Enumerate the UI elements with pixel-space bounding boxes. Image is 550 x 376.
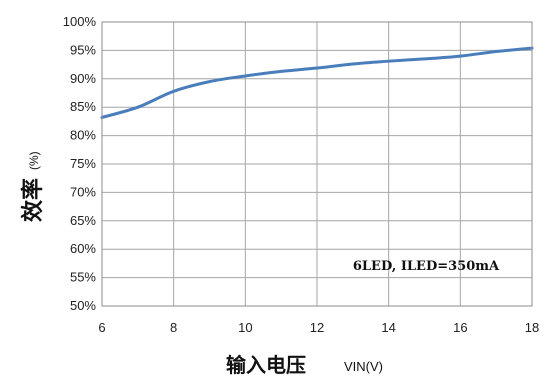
y-axis-label-group: 效率 (%) [20,151,46,222]
y-tick-label: 100% [63,14,97,29]
axis-layer: 50% 55% 60% 65% 70% 75% 80% 85% 90% 95% 100% 6 8 10 12… [63,14,539,335]
series-layer [100,46,534,119]
x-tick-label: 12 [310,320,324,335]
x-tick-label: 14 [381,320,395,335]
x-tick-label: 6 [98,320,105,335]
x-tick-label: 18 [525,320,539,335]
efficiency-series-line [100,46,534,119]
y-axis-label: 效率 [20,178,46,222]
y-tick-label: 70% [70,184,96,199]
y-tick-label: 50% [70,298,96,313]
y-tick-label: 75% [70,156,96,171]
y-axis-unit: (%) [27,151,41,170]
x-tick-label: 8 [170,320,177,335]
x-tick-label: 16 [453,320,467,335]
y-tick-label: 55% [70,270,96,285]
y-tick-label: 80% [70,128,96,143]
y-tick-label: 90% [70,71,96,86]
x-tick-label: 10 [238,320,252,335]
chart-annotation: 6LED, ILED=350mA [353,259,500,274]
y-tick-label: 65% [70,213,96,228]
plot-border [101,21,533,307]
x-axis-unit: VIN(V) [344,359,383,374]
y-tick-label: 95% [70,42,96,57]
y-tick-label: 85% [70,99,96,114]
y-tick-label: 60% [70,241,96,256]
x-axis-label: 输入电压 [226,353,306,376]
